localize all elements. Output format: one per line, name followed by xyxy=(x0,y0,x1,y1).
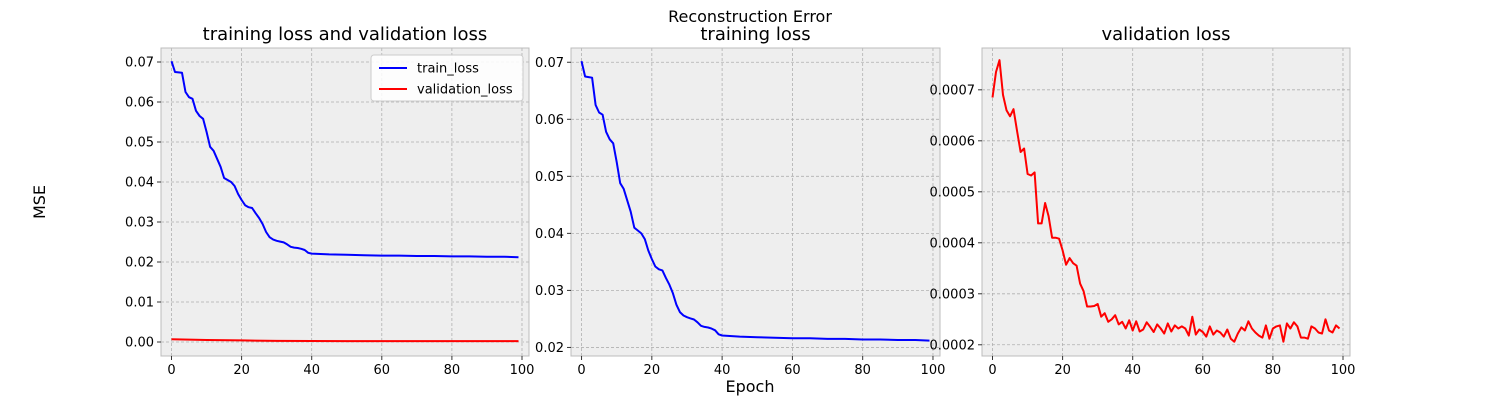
subplot-title: validation loss xyxy=(1101,24,1230,45)
y-tick-label: 0.03 xyxy=(125,216,154,231)
y-tick-label: 0.03 xyxy=(535,284,564,299)
x-tick-label: 0 xyxy=(577,363,585,378)
series-line-series-1 xyxy=(580,60,930,342)
x-tick-label: 0 xyxy=(988,363,996,378)
x-tick-label: 100 xyxy=(510,363,535,378)
y-tick-label: 0.00 xyxy=(125,336,154,351)
figure-suptitle: Reconstruction Error xyxy=(668,7,832,26)
plot-area xyxy=(571,48,940,356)
y-tick-label: 0.04 xyxy=(125,176,154,191)
y-tick-label: 0.01 xyxy=(125,296,154,311)
series-line-validation_loss xyxy=(171,338,519,343)
y-tick-label: 0.02 xyxy=(125,256,154,271)
x-tick-label: 80 xyxy=(854,363,871,378)
x-tick-label: 40 xyxy=(1124,363,1141,378)
x-tick-label: 20 xyxy=(1054,363,1071,378)
y-tick-label: 0.06 xyxy=(125,96,154,111)
legend: train_loss validation_loss xyxy=(370,54,524,102)
y-tick-label: 0.0006 xyxy=(930,134,976,149)
x-tick-label: 60 xyxy=(374,363,391,378)
y-tick-label: 0.0005 xyxy=(930,185,976,200)
plot-area xyxy=(982,48,1350,356)
x-tick-label: 80 xyxy=(1265,363,1282,378)
legend-label: validation_loss xyxy=(417,83,513,98)
figure-ylabel: MSE xyxy=(30,185,49,219)
axes-frame xyxy=(570,47,941,357)
x-tick-label: 20 xyxy=(233,363,250,378)
y-tick-label: 0.0002 xyxy=(930,338,976,353)
x-tick-label: 40 xyxy=(714,363,731,378)
y-tick-label: 0.07 xyxy=(125,56,154,71)
y-tick-label: 0.04 xyxy=(535,227,564,242)
x-tick-label: 20 xyxy=(644,363,661,378)
y-tick-label: 0.02 xyxy=(535,341,564,356)
axes-frame xyxy=(160,47,530,357)
x-tick-label: 100 xyxy=(921,363,946,378)
x-tick-label: 60 xyxy=(1195,363,1212,378)
x-tick-label: 80 xyxy=(444,363,461,378)
figure-xlabel: Epoch xyxy=(726,377,775,396)
subplot-1: 0 20 40 60 80 100 0.00 0.01 0.02 0.03 0.04 0.05 0.06… xyxy=(125,24,534,378)
series-line-train_loss xyxy=(170,60,519,259)
x-tick-label: 100 xyxy=(1331,363,1356,378)
y-tick-label: 0.05 xyxy=(535,170,564,185)
x-tick-label: 60 xyxy=(784,363,801,378)
series-line-series-1 xyxy=(991,59,1341,343)
legend-box xyxy=(370,54,524,102)
y-tick-label: 0.06 xyxy=(535,113,564,128)
subplot-title: training loss and validation loss xyxy=(203,24,488,45)
subplot-3: 0 20 40 60 80 100 0.0002 0.0003 0.0004 0.0005 0.00… xyxy=(930,24,1356,378)
legend-label: train_loss xyxy=(417,62,479,77)
y-tick-label: 0.0003 xyxy=(930,287,976,302)
subplot-title: training loss xyxy=(700,24,810,45)
axes-frame xyxy=(981,47,1351,357)
y-tick-label: 0.0004 xyxy=(930,236,976,251)
y-tick-label: 0.07 xyxy=(535,56,564,71)
y-tick-label: 0.05 xyxy=(125,136,154,151)
x-tick-label: 0 xyxy=(167,363,175,378)
subplot-2: 0 20 40 60 80 100 0.02 0.03 0.04 0.05 0.06 0.07 trai… xyxy=(535,24,945,378)
y-tick-label: 0.0007 xyxy=(930,83,976,98)
x-tick-label: 40 xyxy=(303,363,320,378)
